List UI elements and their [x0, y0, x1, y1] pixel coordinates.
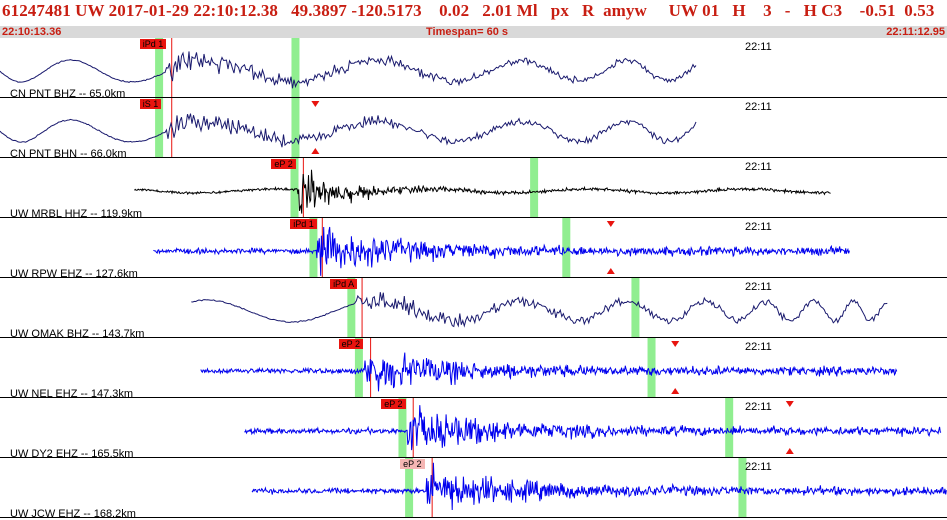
pick-label[interactable]: eP 2 — [381, 399, 406, 409]
pick-window-bar — [398, 398, 407, 458]
pick-window-bar — [155, 38, 164, 98]
station-label: UW JCW EHZ -- 168.2km — [10, 508, 136, 520]
pick-window-bar — [354, 338, 363, 398]
waveform — [153, 226, 850, 276]
time-bar — [0, 26, 947, 38]
amplitude-marker-top — [785, 401, 794, 407]
station-label: CN PNT BHN -- 66.0km — [10, 148, 127, 160]
pick-window-bar — [405, 458, 414, 518]
trace-canvas — [0, 98, 947, 158]
trace-panel[interactable]: eP 2 22:11 UW JCW EHZ -- 168.2km — [0, 458, 947, 520]
trace-canvas — [0, 278, 947, 338]
end-time-label: 22:11:12.95 — [886, 26, 945, 38]
amplitude-marker-top — [606, 221, 615, 227]
station-label: UW RPW EHZ -- 127.6km — [10, 268, 138, 280]
trace-canvas — [0, 38, 947, 98]
station-label: UW MRBL HHZ -- 119.9km — [10, 208, 143, 220]
waveform — [191, 292, 888, 328]
panel-time-label: 22:11 — [745, 341, 772, 353]
trace-canvas — [0, 218, 947, 278]
station-label: CN PNT BHZ -- 65.0km — [10, 88, 126, 100]
waveform — [134, 169, 831, 214]
trace-panel[interactable]: iS 1 22:11 CN PNT BHN -- 66.0km — [0, 98, 947, 160]
trace-canvas — [0, 398, 947, 458]
panel-time-label: 22:11 — [745, 101, 772, 113]
pick-label[interactable]: eP 2 — [400, 459, 425, 469]
pick-window-bar — [309, 218, 318, 278]
amplitude-marker-bottom — [671, 388, 680, 394]
panel-time-label: 22:11 — [745, 41, 772, 53]
timespan-label: Timespan= 60 s — [426, 26, 509, 38]
pick-window-bar — [562, 218, 571, 278]
panel-time-label: 22:11 — [745, 161, 772, 173]
pick-window-bar — [291, 38, 300, 98]
pick-window-bar — [647, 338, 656, 398]
panel-time-label: 22:11 — [745, 221, 772, 233]
pick-window-bar — [631, 278, 640, 338]
waveform — [200, 352, 898, 392]
pick-window-bar — [290, 158, 299, 218]
pick-window-bar — [291, 98, 300, 158]
trace-canvas — [0, 158, 947, 218]
event-title: 61247481 UW 2017-01-29 22:10:12.38 49.38… — [2, 1, 935, 20]
waveform — [0, 113, 697, 148]
trace-panel[interactable]: iPd 1 22:11 CN PNT BHZ -- 65.0km — [0, 38, 947, 100]
pick-label[interactable]: iPd 1 — [139, 39, 167, 49]
station-label: UW OMAK BHZ -- 143.7km — [10, 328, 145, 340]
amplitude-marker-bottom — [311, 148, 320, 154]
panel-time-label: 22:11 — [745, 281, 772, 293]
pick-label[interactable]: eP 2 — [271, 159, 296, 169]
amplitude-marker-bottom — [606, 268, 615, 274]
pick-label[interactable]: iS 1 — [139, 99, 162, 109]
trace-panel[interactable]: eP 2 22:11 UW NEL EHZ -- 147.3km — [0, 338, 947, 400]
pick-label[interactable]: iPd A — [330, 279, 358, 289]
trace-canvas — [0, 338, 947, 398]
start-time-label: 22:10:13.36 — [2, 26, 62, 38]
seismogram-panel[interactable]: iPd 1 22:11 CN PNT BHZ -- 65.0km iS 1 22:11 C… — [0, 38, 947, 520]
panel-time-label: 22:11 — [745, 461, 772, 473]
pick-window-bar — [347, 278, 356, 338]
pick-window-bar — [725, 398, 734, 458]
trace-panel[interactable]: eP 2 22:11 UW MRBL HHZ -- 119.9km — [0, 158, 947, 220]
trace-panel[interactable]: iPd A 22:11 UW OMAK BHZ -- 143.7km — [0, 278, 947, 340]
pick-window-bar — [155, 98, 164, 158]
trace-canvas — [0, 458, 947, 518]
amplitude-marker-top — [671, 341, 680, 347]
pick-window-bar — [530, 158, 539, 218]
station-label: UW DY2 EHZ -- 165.5km — [10, 448, 134, 460]
station-label: UW NEL EHZ -- 147.3km — [10, 388, 134, 400]
pick-window-bar — [738, 458, 747, 518]
amplitude-marker-bottom — [785, 448, 794, 454]
trace-panel[interactable]: iPd 1 22:11 UW RPW EHZ -- 127.6km — [0, 218, 947, 280]
pick-label[interactable]: iPd 1 — [290, 219, 317, 229]
waveform — [0, 51, 697, 89]
amplitude-marker-top — [311, 101, 320, 107]
waveform — [251, 462, 947, 511]
pick-label[interactable]: eP 2 — [338, 339, 363, 349]
waveform — [244, 405, 942, 451]
trace-panel[interactable]: eP 2 22:11 UW DY2 EHZ -- 165.5km — [0, 398, 947, 460]
panel-time-label: 22:11 — [745, 401, 772, 413]
